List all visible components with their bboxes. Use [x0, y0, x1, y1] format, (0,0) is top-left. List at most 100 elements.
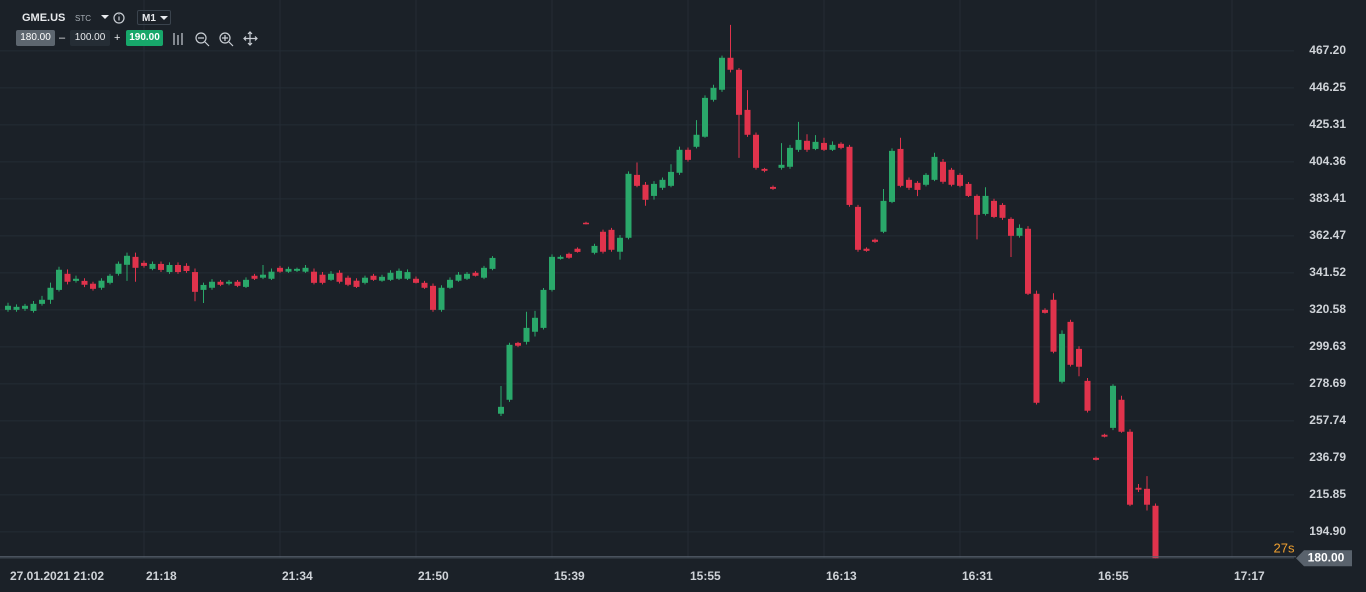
- candle-body: [770, 186, 776, 189]
- candle-body: [336, 272, 343, 282]
- candle-body: [965, 183, 972, 196]
- sell-button[interactable]: 180.00: [16, 30, 55, 46]
- amount-input[interactable]: 100.00: [70, 30, 110, 46]
- candle-body: [872, 239, 878, 242]
- candle-body: [957, 174, 963, 186]
- candle-body: [107, 275, 113, 283]
- candle-body: [846, 146, 853, 205]
- candle-body: [56, 269, 62, 290]
- symbol: GME.US: [22, 12, 66, 24]
- candle-body: [124, 255, 130, 265]
- candle-body: [1093, 457, 1099, 460]
- candle-body: [685, 149, 691, 160]
- candle-body: [1025, 228, 1031, 294]
- candle-body: [498, 406, 504, 414]
- candle-body: [1101, 434, 1108, 437]
- candle-body: [39, 299, 45, 304]
- zoom-in-icon[interactable]: [219, 32, 231, 44]
- indicator-icon[interactable]: [173, 33, 183, 45]
- candle-body: [591, 245, 598, 253]
- candle-body: [22, 305, 28, 309]
- candle-body: [353, 280, 360, 287]
- candle-body: [795, 139, 802, 150]
- candle-body: [583, 222, 589, 225]
- x-tick-label: 21:50: [418, 569, 449, 583]
- y-tick-label: 446.25: [1309, 80, 1346, 94]
- y-tick-label: 215.85: [1309, 487, 1346, 501]
- candle-body: [999, 204, 1006, 218]
- candle-body: [761, 168, 768, 171]
- candle-body: [693, 134, 700, 147]
- x-tick-label: 16:31: [962, 569, 993, 583]
- candle-body: [744, 109, 751, 135]
- candle-body: [319, 274, 326, 283]
- candle-body: [1016, 227, 1023, 236]
- buy-button[interactable]: 190.00: [126, 30, 163, 46]
- candle-body: [311, 271, 317, 283]
- y-tick-label: 236.79: [1309, 450, 1346, 464]
- timeframe-dropdown[interactable]: M1: [137, 10, 171, 25]
- candle-body: [251, 275, 258, 279]
- y-tick-label: 257.74: [1309, 413, 1346, 427]
- candle-body: [158, 263, 164, 270]
- x-tick-label: 21:34: [282, 569, 313, 583]
- y-tick-label: 299.63: [1309, 339, 1346, 353]
- x-tick-label: 15:55: [690, 569, 721, 583]
- candle-body: [506, 344, 513, 400]
- candle-body: [217, 281, 224, 285]
- candle-body: [268, 271, 275, 279]
- candle-body: [1135, 487, 1142, 490]
- info-icon[interactable]: [113, 12, 125, 24]
- candle-body: [413, 278, 419, 283]
- candle-body: [90, 283, 96, 289]
- candle-body: [285, 268, 292, 272]
- candle-body: [481, 267, 487, 278]
- candle-body: [277, 267, 283, 272]
- x-tick-label: 16:55: [1098, 569, 1129, 583]
- toolbar-icons[interactable]: [101, 12, 258, 47]
- candle-body: [81, 280, 88, 285]
- y-tick-label: 194.90: [1309, 524, 1346, 538]
- candle-body: [234, 281, 241, 286]
- candle-body: [1084, 380, 1091, 411]
- candle-body: [438, 287, 445, 310]
- current-price-marker: [1296, 550, 1352, 567]
- candle-body: [838, 143, 844, 148]
- candle-body: [1127, 431, 1133, 505]
- candle-body: [362, 277, 368, 283]
- candle-body: [370, 275, 377, 280]
- candle-body: [906, 179, 912, 188]
- x-tick-label: 17:17: [1234, 569, 1265, 583]
- y-tick-label: 362.47: [1309, 228, 1346, 242]
- candle-body: [1050, 299, 1057, 352]
- minus-button[interactable]: –: [59, 32, 66, 44]
- candle-body: [974, 195, 980, 215]
- candle-body: [923, 174, 929, 185]
- candle-body: [183, 265, 190, 271]
- pan-icon[interactable]: [243, 31, 258, 46]
- candle-body: [931, 156, 938, 180]
- candle-body: [515, 342, 521, 346]
- candle-body: [1076, 348, 1082, 367]
- candle-body: [1008, 218, 1014, 236]
- x-tick-label: 15:39: [554, 569, 585, 583]
- candle-body: [821, 142, 827, 150]
- market-caret[interactable]: [101, 15, 109, 19]
- candle-body: [226, 281, 232, 284]
- candle-body: [455, 274, 462, 281]
- candle-body: [574, 248, 581, 252]
- zoom-out-icon[interactable]: [195, 32, 207, 44]
- candle-body: [379, 276, 385, 281]
- candle-body: [549, 256, 555, 290]
- candle-body: [668, 171, 674, 186]
- candle-body: [396, 270, 402, 279]
- candle-body: [625, 173, 632, 238]
- plus-button[interactable]: +: [114, 32, 121, 44]
- candle-body: [1110, 385, 1116, 428]
- candle-body: [47, 287, 54, 300]
- candle-body: [719, 57, 725, 90]
- candle-body: [421, 282, 428, 288]
- candle-body: [540, 289, 547, 328]
- candle-body: [804, 140, 810, 150]
